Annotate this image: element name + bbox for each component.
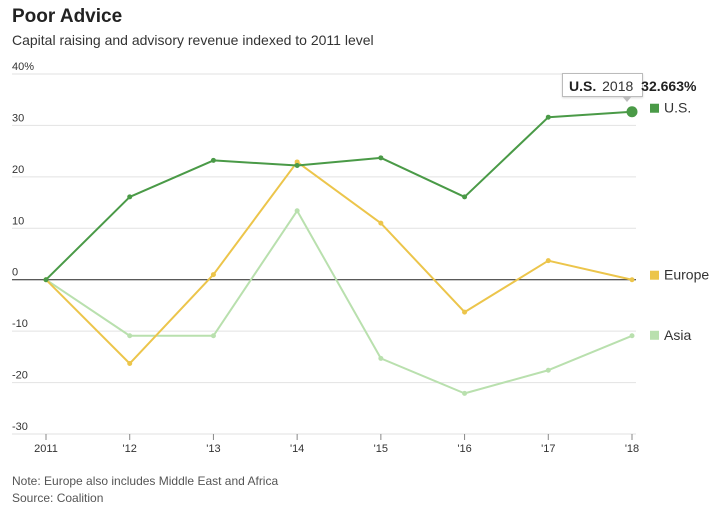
note-text: Note: Europe also includes Middle East a… <box>12 474 279 488</box>
data-point <box>294 163 300 169</box>
tooltip-value: 32.663% <box>641 78 697 94</box>
y-tick-label: -10 <box>12 318 28 330</box>
data-point <box>378 155 384 161</box>
data-point <box>462 390 468 396</box>
y-tick-label: 40% <box>12 61 34 73</box>
series-line-europe <box>45 160 633 365</box>
data-point <box>545 114 551 120</box>
legend-swatch <box>650 103 659 113</box>
series-line-us <box>45 110 633 281</box>
data-point <box>462 194 468 200</box>
tooltip-pointer <box>622 96 632 102</box>
data-point <box>294 208 300 214</box>
data-point <box>545 367 551 373</box>
hover-tooltip: U.S. 2018 32.663% <box>562 73 696 97</box>
tooltip-series: U.S. <box>569 78 597 94</box>
y-tick-label: 20 <box>12 164 24 176</box>
x-tick-label: '17 <box>541 443 555 455</box>
chart-title: Poor Advice <box>12 6 123 27</box>
x-tick-label: '18 <box>625 443 639 455</box>
legend-swatch <box>650 270 659 280</box>
y-tick-label: 30 <box>12 112 24 124</box>
legend-swatch <box>650 330 659 340</box>
chart-subtitle: Capital raising and advisory revenue ind… <box>12 32 374 48</box>
data-point <box>127 333 133 339</box>
data-point <box>545 258 551 264</box>
data-point <box>43 277 49 283</box>
x-tick-label: '13 <box>206 443 220 455</box>
series-label: Asia <box>664 327 691 343</box>
highlight-point[interactable] <box>626 106 638 118</box>
x-tick-label: '15 <box>374 443 388 455</box>
data-point <box>462 309 468 315</box>
data-point <box>629 333 635 339</box>
y-tick-label: -30 <box>12 421 28 433</box>
series-lines <box>43 106 638 396</box>
x-tick-label: '14 <box>290 443 304 455</box>
data-point <box>210 272 216 278</box>
y-tick-label: 0 <box>12 267 18 279</box>
grid <box>12 73 636 435</box>
series-label: U.S. <box>664 100 691 116</box>
data-point <box>378 355 384 361</box>
source-text: Source: Coalition <box>12 491 104 505</box>
series-label: Europe <box>664 267 709 283</box>
chart-notes: Note: Europe also includes Middle East a… <box>12 473 278 507</box>
data-point <box>378 220 384 226</box>
data-point <box>629 277 635 283</box>
data-point <box>127 194 133 200</box>
x-axis-ticks: 2011 '12 '13 '14 '15 '16 '17 '18 <box>34 434 639 455</box>
data-point <box>210 157 216 163</box>
tooltip-year: 2018 <box>602 78 634 94</box>
x-tick-label: '16 <box>457 443 471 455</box>
y-tick-label: -20 <box>12 370 28 382</box>
line-chart: 40% 30 20 10 0 -10 -20 -30 2011 '12 '13 '14 '15 '16 '… <box>12 61 709 455</box>
data-point <box>210 333 216 339</box>
data-point <box>127 361 133 367</box>
x-tick-label: 2011 <box>34 443 58 455</box>
x-tick-label: '12 <box>123 443 137 455</box>
y-tick-label: 10 <box>12 215 24 227</box>
series-labels: U.S. Europe Asia <box>650 100 709 343</box>
series-line-asia <box>45 209 633 395</box>
data-point <box>294 159 300 165</box>
y-axis-ticks: 40% 30 20 10 0 -10 -20 -30 <box>12 61 34 433</box>
